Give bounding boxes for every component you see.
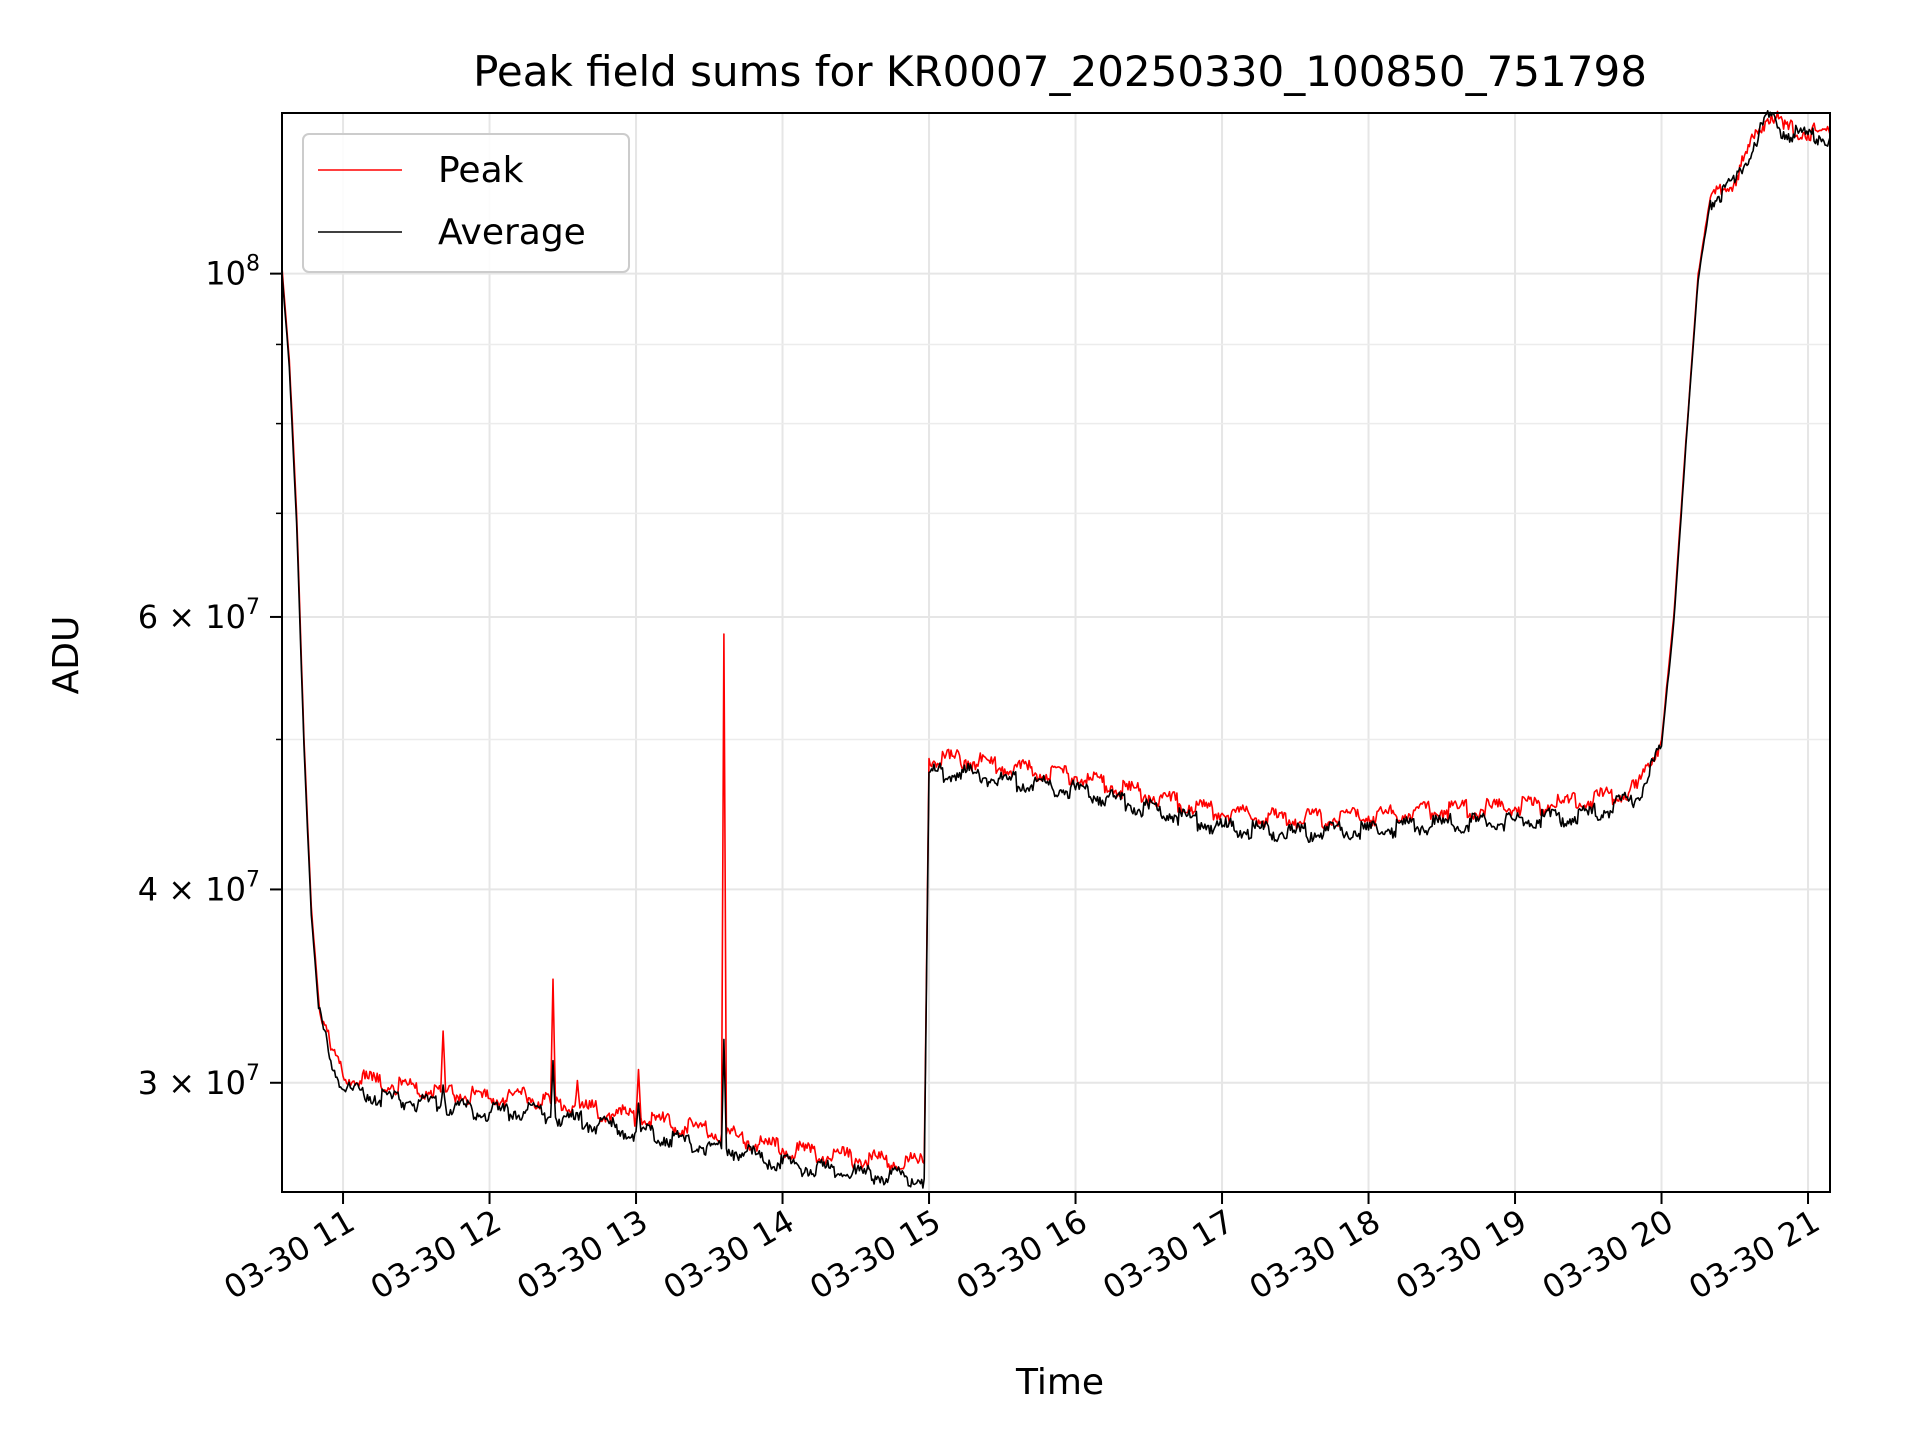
legend-label-peak: Peak [438, 150, 524, 191]
legend-box [302, 133, 630, 273]
legend-label-average: Average [438, 212, 586, 253]
y-tick-label: 6 × 107 [138, 595, 260, 636]
y-axis-label: ADU [46, 616, 87, 695]
series-layer [281, 110, 1831, 1189]
x-axis-label: Time [1015, 1362, 1104, 1403]
series-line-average [281, 110, 1831, 1189]
plot-frame [281, 112, 1831, 1193]
y-tick-label: 4 × 107 [138, 867, 260, 908]
legend: Peak Average [302, 133, 630, 273]
grid [282, 113, 1830, 1192]
y-tick-label: 3 × 107 [138, 1061, 260, 1102]
y-tick-label: 108 [205, 252, 260, 293]
chart-title: Peak field sums for KR0007_20250330_1008… [473, 47, 1647, 96]
